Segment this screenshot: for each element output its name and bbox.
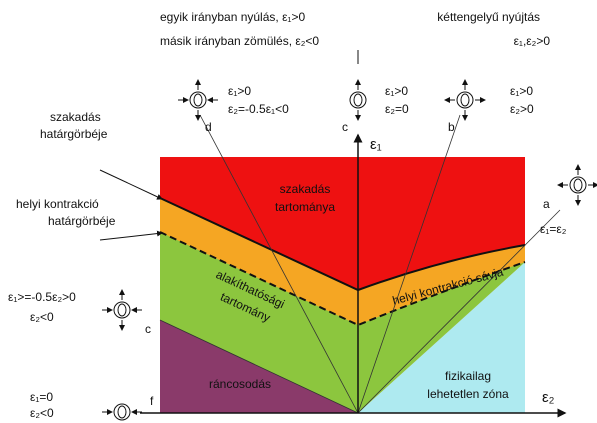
state-text: ε₁>0 [510, 84, 533, 98]
icon-part [113, 403, 131, 421]
state-label: c [342, 120, 348, 134]
icon-part [573, 178, 583, 192]
icon-part [349, 91, 367, 109]
icon-part [460, 93, 470, 107]
curve-label: határgörbéje [48, 214, 116, 228]
icon-part [117, 303, 127, 317]
header-text: másik irányban zömülés, ε₂<0 [160, 34, 319, 48]
state-text: ε₁=ε₂ [540, 222, 567, 236]
state-label: f [150, 394, 154, 408]
pointer [99, 169, 163, 200]
state-text: ε₂=-0.5ε₁<0 [228, 102, 289, 116]
curve-label: szakadás [50, 110, 101, 124]
region-label: tartománya [275, 200, 335, 214]
state-label: d [205, 120, 212, 134]
header-text: kéttengelyű nyújtás [437, 10, 540, 24]
state-text: ε₁>0 [385, 84, 408, 98]
state-text: ε₂<0 [30, 406, 54, 420]
icon-part [456, 91, 474, 109]
necking-curve [159, 231, 526, 327]
region-label: fizikailag [445, 369, 491, 383]
icon-part [569, 176, 587, 194]
curve-label: határgörbéje [40, 127, 108, 141]
pointer [99, 230, 163, 241]
state-label: c [145, 322, 151, 336]
icon-part [353, 93, 363, 107]
region-label: szakadás [280, 182, 331, 196]
fracture-region [160, 157, 525, 290]
icon-part [189, 91, 207, 109]
header-text: egyik irányban nyúlás, ε₁>0 [160, 10, 305, 24]
state-text: ε₂>0 [510, 102, 534, 116]
header-text: ε₁,ε₂>0 [514, 34, 551, 48]
region-label: lehetetlen zóna [427, 387, 509, 401]
state-text: ε₂=0 [385, 102, 409, 116]
region-label: ráncosodás [209, 377, 271, 391]
icon-part [113, 301, 131, 319]
state-text: ε₁>0 [228, 84, 251, 98]
strain-paths [159, 114, 561, 414]
state-label: a [543, 197, 550, 211]
formable-right [358, 262, 525, 413]
necking-band [160, 198, 525, 413]
state-text: ε₂<0 [30, 310, 54, 324]
state-label: b [448, 120, 455, 134]
fracture-curve [159, 197, 526, 292]
icon-part [117, 405, 127, 419]
strain-icons [102, 79, 597, 421]
state-text: ε₁=0 [30, 390, 53, 404]
curve-label: helyi kontrakció [16, 197, 99, 211]
x-axis-label: ε₂ [542, 389, 555, 406]
state-text: ε₁>=-0.5ε₂>0 [8, 290, 76, 304]
y-axis-label: ε₁ [370, 136, 382, 153]
icon-part [193, 93, 203, 107]
